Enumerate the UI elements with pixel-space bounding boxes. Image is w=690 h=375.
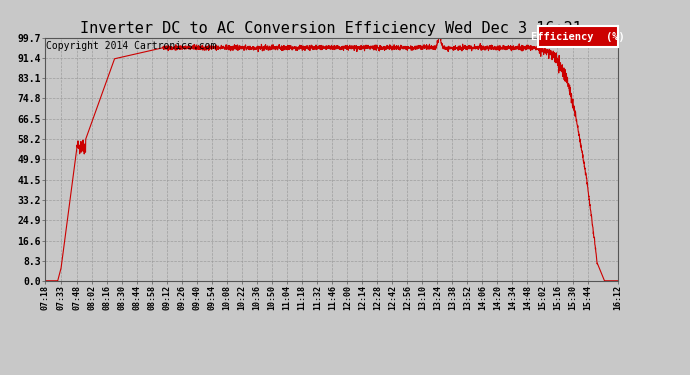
Title: Inverter DC to AC Conversion Efficiency Wed Dec 3 16:21: Inverter DC to AC Conversion Efficiency … [80, 21, 582, 36]
Text: Copyright 2014 Cartronics.com: Copyright 2014 Cartronics.com [46, 41, 217, 51]
Text: Efficiency  (%): Efficiency (%) [531, 32, 624, 42]
